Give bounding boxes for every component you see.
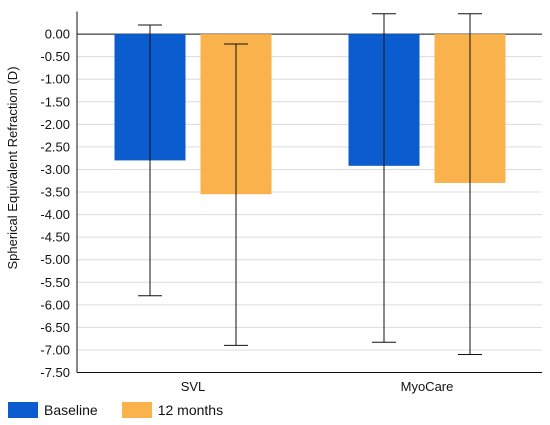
axes (76, 11, 542, 373)
x-tick-labels: SVL MyoCare (181, 379, 454, 394)
y-tick-label: -7.00 (40, 342, 70, 357)
y-tick-label: -5.50 (40, 275, 70, 290)
y-tick-label: -6.50 (40, 320, 70, 335)
y-tick-label: -1.50 (40, 94, 70, 109)
y-tick-label: -4.50 (40, 230, 70, 245)
legend-label-12-months: 12 months (157, 402, 224, 418)
bar-chart: 0.00 -0.50 -1.00 -1.50 -2.00 -2.50 -3.00 -3.50 -… (5, 11, 542, 394)
x-tick-label: SVL (181, 379, 206, 394)
legend-swatch-12-months (121, 402, 152, 418)
y-tick-label: -3.50 (40, 185, 70, 200)
y-tick-label: -2.00 (40, 117, 70, 132)
y-tick-label: -1.00 (40, 72, 70, 87)
error-bars (138, 13, 482, 355)
legend-label-baseline: Baseline (44, 402, 98, 418)
y-tick-label: -5.00 (40, 252, 70, 267)
y-tick-label: -3.00 (40, 162, 70, 177)
legend: Baseline 12 months (8, 402, 247, 418)
legend-item-baseline: Baseline (8, 402, 98, 418)
y-tick-label: -2.50 (40, 139, 70, 154)
y-tick-label: -6.00 (40, 297, 70, 312)
bars (114, 34, 506, 195)
y-tick-label: 0.00 (45, 27, 70, 42)
y-tick-labels: 0.00 -0.50 -1.00 -1.50 -2.00 -2.50 -3.00 -3.50 -… (40, 27, 70, 380)
x-tick-label: MyoCare (401, 379, 454, 394)
legend-item-12-months: 12 months (121, 402, 224, 418)
y-tick-label: -7.50 (40, 365, 70, 380)
legend-swatch-baseline (8, 402, 38, 418)
y-tick-label: -4.00 (40, 207, 70, 222)
y-axis-label: Spherical Equivalent Refraction (D) (5, 66, 20, 269)
y-tick-label: -0.50 (40, 49, 70, 64)
